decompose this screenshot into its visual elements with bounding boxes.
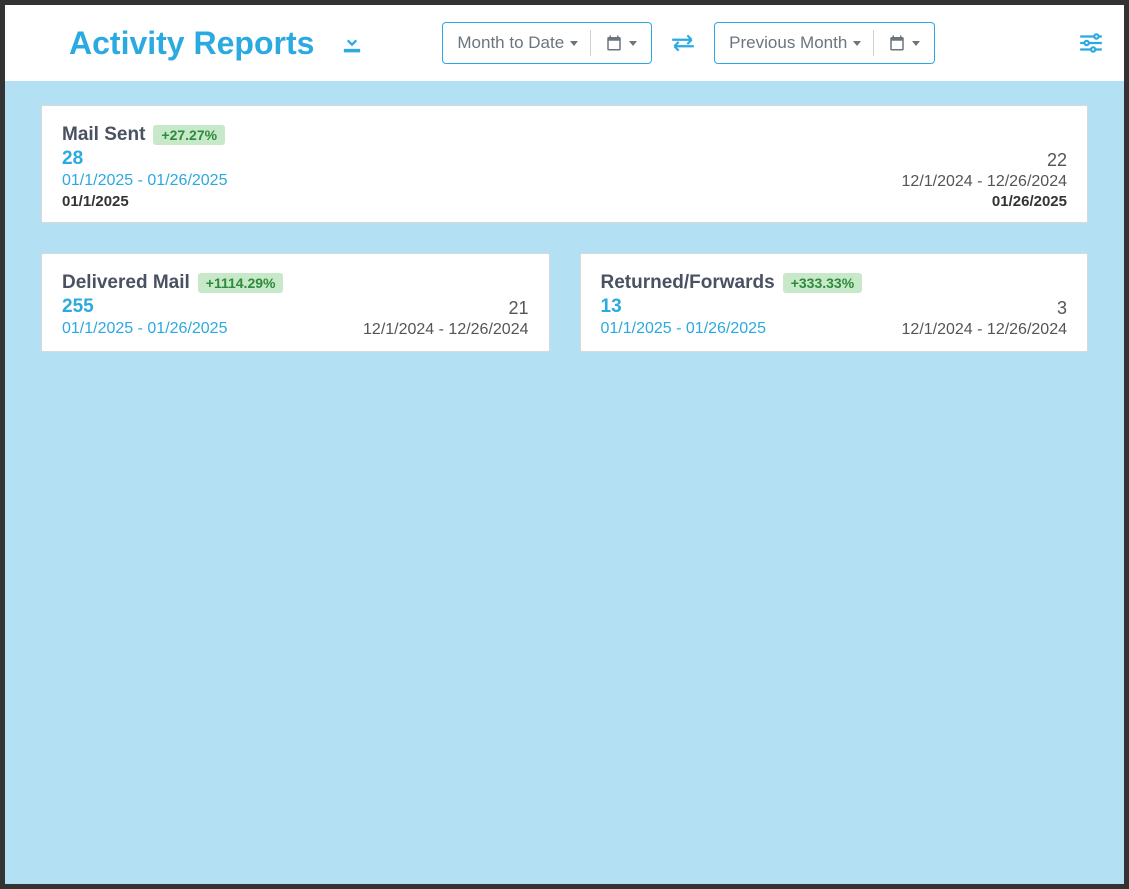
card-title: Delivered Mail [62, 272, 190, 294]
current-value: 255 [62, 296, 283, 318]
trend-badge: +333.33% [783, 273, 862, 293]
swap-icon[interactable] [670, 32, 696, 54]
current-range: 01/1/2025 - 01/26/2025 [62, 172, 227, 190]
previous-range: 12/1/2024 - 12/26/2024 [363, 321, 528, 339]
range-selector-right[interactable]: Previous Month [714, 22, 935, 64]
current-range: 01/1/2025 - 01/26/2025 [62, 320, 283, 338]
caret-down-icon [912, 41, 920, 46]
card-returned-forwards: Returned/Forwards +333.33% 13 01/1/2025 … [580, 253, 1089, 352]
x-axis-start: 01/1/2025 [62, 193, 129, 210]
previous-range: 12/1/2024 - 12/26/2024 [902, 173, 1067, 191]
caret-down-icon [853, 41, 861, 46]
x-axis-end: 01/26/2025 [992, 193, 1067, 210]
trend-badge: +27.27% [153, 125, 225, 145]
sliders-icon[interactable] [1078, 32, 1104, 54]
card-title: Mail Sent [62, 124, 145, 146]
previous-range: 12/1/2024 - 12/26/2024 [902, 321, 1067, 339]
card-mail-sent: Mail Sent +27.27% 28 01/1/2025 - 01/26/2… [41, 105, 1088, 223]
trend-badge: +1114.29% [198, 273, 284, 293]
caret-down-icon [570, 41, 578, 46]
calendar-icon [888, 34, 906, 52]
calendar-icon [605, 34, 623, 52]
card-title: Returned/Forwards [601, 272, 775, 294]
previous-value: 3 [1057, 298, 1067, 319]
current-value: 28 [62, 148, 227, 170]
page-title: Activity Reports [69, 25, 314, 62]
range-left-label: Month to Date [457, 33, 564, 53]
range-right-label: Previous Month [729, 33, 847, 53]
previous-value: 22 [1047, 150, 1067, 171]
current-range: 01/1/2025 - 01/26/2025 [601, 320, 863, 338]
card-delivered-mail: Delivered Mail +1114.29% 255 01/1/2025 -… [41, 253, 550, 352]
current-value: 13 [601, 296, 863, 318]
download-icon[interactable] [338, 29, 366, 57]
caret-down-icon [629, 41, 637, 46]
range-selector-left[interactable]: Month to Date [442, 22, 652, 64]
previous-value: 21 [508, 298, 528, 319]
header-bar: Activity Reports Month to Date Previous … [5, 5, 1124, 81]
